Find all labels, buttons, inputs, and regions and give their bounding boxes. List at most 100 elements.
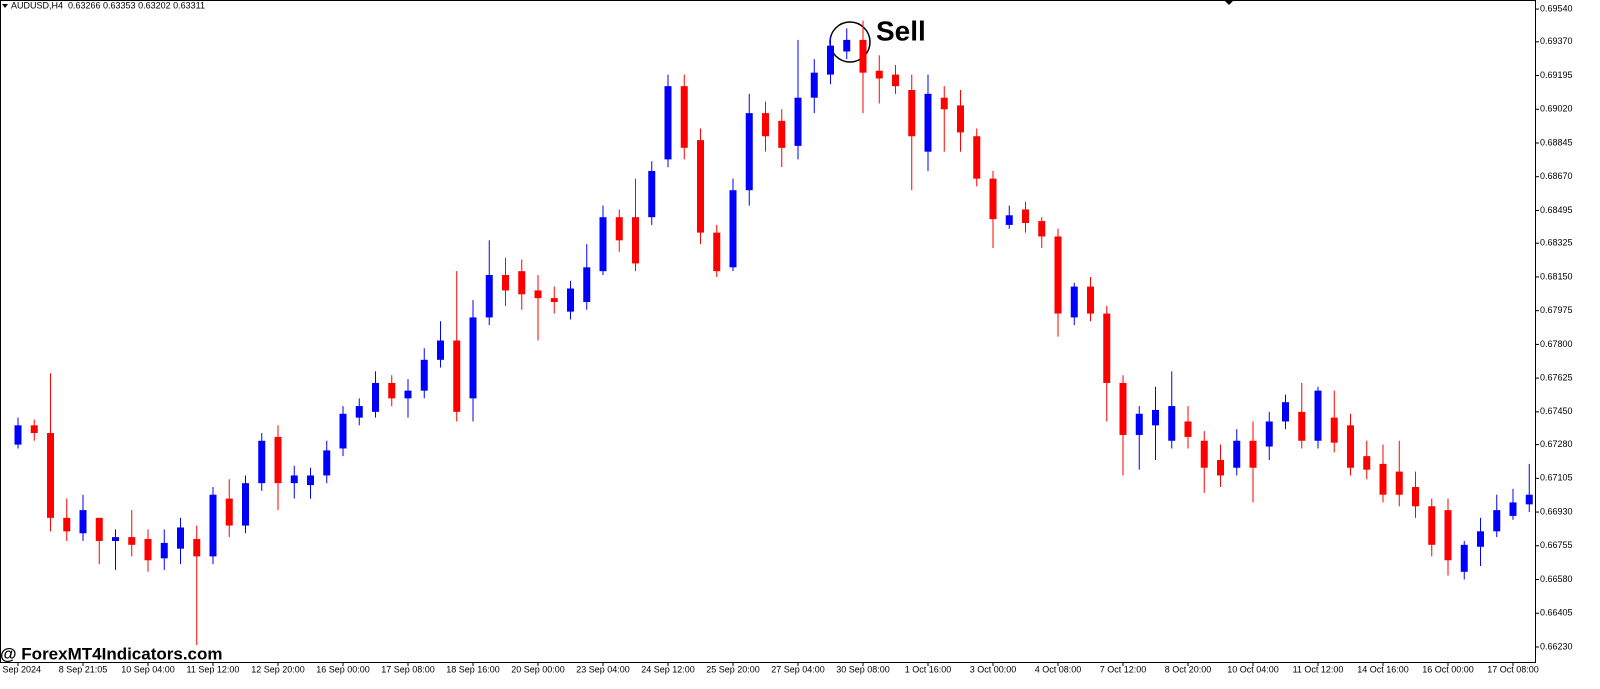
x-tick-label: 17 Sep 08:00: [381, 664, 435, 674]
candle-body: [729, 190, 737, 268]
candle-body: [1330, 417, 1338, 443]
candle-body: [209, 494, 217, 557]
x-tick-label: 5 Sep 2024: [0, 664, 41, 674]
candle-body: [1363, 456, 1371, 470]
candle-body: [567, 288, 574, 312]
candle-body: [632, 217, 639, 264]
watermark: @ ForexMT4Indicators.com: [0, 644, 223, 663]
y-tick-label: 0.67975: [1540, 305, 1573, 315]
x-tick-label: 12 Sep 20:00: [251, 664, 305, 674]
candle-body: [1477, 531, 1484, 547]
candle-body: [1314, 390, 1322, 441]
candle-body: [1298, 411, 1306, 441]
x-tick-label: 14 Oct 16:00: [1357, 664, 1409, 674]
candle-body: [437, 340, 444, 360]
x-tick-label: 30 Sep 08:00: [836, 664, 890, 674]
y-tick-label: 0.67280: [1540, 439, 1573, 449]
y-tick-label: 0.69020: [1540, 104, 1573, 114]
candle-body: [745, 113, 753, 191]
candle-body: [599, 217, 607, 272]
candle-body: [79, 510, 87, 534]
annotation: Sell: [876, 15, 926, 46]
candle-body: [843, 39, 851, 52]
candle-body: [1152, 409, 1159, 426]
x-tick-label: 10 Sep 04:00: [121, 664, 175, 674]
candle-body: [372, 382, 379, 412]
candle-body: [1395, 471, 1403, 495]
x-tick-label: 17 Oct 08:00: [1487, 664, 1539, 674]
menu-arrow: [2, 4, 8, 8]
candle-body: [615, 217, 623, 241]
candle-body: [95, 517, 103, 541]
candle-body: [550, 298, 558, 302]
candle-body: [1412, 487, 1419, 507]
candle-body: [144, 539, 152, 561]
candle-body: [778, 120, 786, 148]
candle-body: [924, 93, 932, 152]
candle-body: [1070, 286, 1078, 318]
candle-body: [112, 537, 119, 541]
candle-body: [973, 136, 981, 179]
y-tick-label: 0.66930: [1540, 506, 1573, 516]
candle-body: [453, 340, 461, 412]
plot-frame: [0, 0, 1536, 663]
y-tick-label: 0.66230: [1540, 641, 1573, 651]
candle-body: [1444, 510, 1452, 561]
candle-body: [469, 317, 477, 399]
candle-body: [1103, 313, 1111, 383]
candle-body: [258, 440, 266, 484]
y-tick-label: 0.68845: [1540, 137, 1573, 147]
candle-body: [290, 475, 298, 484]
candle-body: [827, 45, 834, 75]
y-tick-label: 0.67800: [1540, 339, 1573, 349]
y-tick-label: 0.66580: [1540, 574, 1573, 584]
candle-body: [242, 483, 249, 526]
candle-body: [680, 86, 688, 148]
candle-body: [892, 74, 899, 87]
candle-body: [875, 70, 883, 79]
x-tick-label: 11 Sep 12:00: [187, 664, 240, 674]
candle-body: [14, 425, 22, 445]
candle-body: [1135, 413, 1143, 435]
candle-body: [420, 359, 428, 391]
candle-body: [940, 97, 948, 110]
candle-body: [1347, 425, 1354, 468]
x-tick-label: 8 Sep 21:05: [59, 664, 108, 674]
candle-body: [1509, 502, 1517, 516]
y-tick-label: 0.68325: [1540, 238, 1573, 248]
candle-body: [1428, 506, 1436, 545]
y-tick-label: 0.67450: [1540, 406, 1573, 416]
candle-body: [989, 178, 997, 220]
candle-body: [63, 517, 71, 532]
candle-body: [404, 390, 412, 399]
candle-body: [908, 90, 916, 137]
x-tick-label: 24 Sep 12:00: [641, 664, 695, 674]
candle-body: [1265, 421, 1273, 447]
candle-body: [1460, 544, 1468, 572]
candle-body: [794, 97, 802, 146]
candle-body: [713, 232, 721, 272]
y-tick-label: 0.69195: [1540, 70, 1573, 80]
candle-body: [1184, 421, 1192, 437]
candle-body: [1233, 440, 1241, 468]
candle-body: [1087, 286, 1094, 314]
candle-body: [810, 72, 818, 98]
candle-body: [1217, 460, 1224, 476]
candle-body: [1493, 510, 1501, 532]
x-tick-label: 27 Sep 04:00: [771, 664, 825, 674]
candle-body: [859, 39, 867, 73]
candle-body: [957, 105, 964, 133]
x-tick-label: 3 Oct 00:00: [970, 664, 1017, 674]
candle-body: [1282, 402, 1289, 422]
candle-body: [1038, 221, 1046, 237]
x-tick-label: 16 Sep 00:00: [316, 664, 370, 674]
candle-body: [128, 537, 136, 545]
candle-body: [307, 475, 314, 486]
y-tick-label: 0.67625: [1540, 372, 1573, 382]
candle-body: [193, 539, 201, 557]
candle-body: [1119, 382, 1127, 435]
x-tick-label: 10 Oct 04:00: [1227, 664, 1279, 674]
x-tick-label: 23 Sep 04:00: [576, 664, 630, 674]
